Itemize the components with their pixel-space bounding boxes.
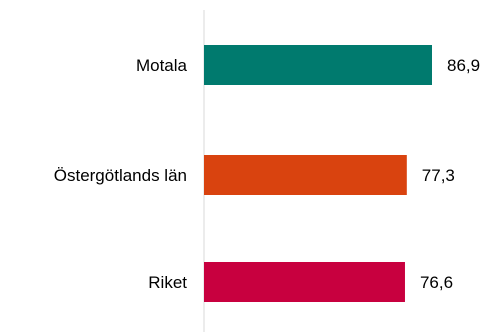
category-label-1: Östergötlands län	[54, 166, 187, 185]
value-label-2: 76,6	[420, 273, 453, 292]
category-label-0: Motala	[136, 56, 188, 75]
value-label-0: 86,9	[447, 56, 480, 75]
bar-0	[204, 45, 432, 85]
bar-1	[204, 155, 407, 195]
value-label-1: 77,3	[422, 166, 455, 185]
bar-2	[204, 262, 405, 302]
bars-group: Motala 86,9 Östergötlands län 77,3 Riket 76,6	[54, 45, 480, 302]
category-label-2: Riket	[148, 273, 187, 292]
